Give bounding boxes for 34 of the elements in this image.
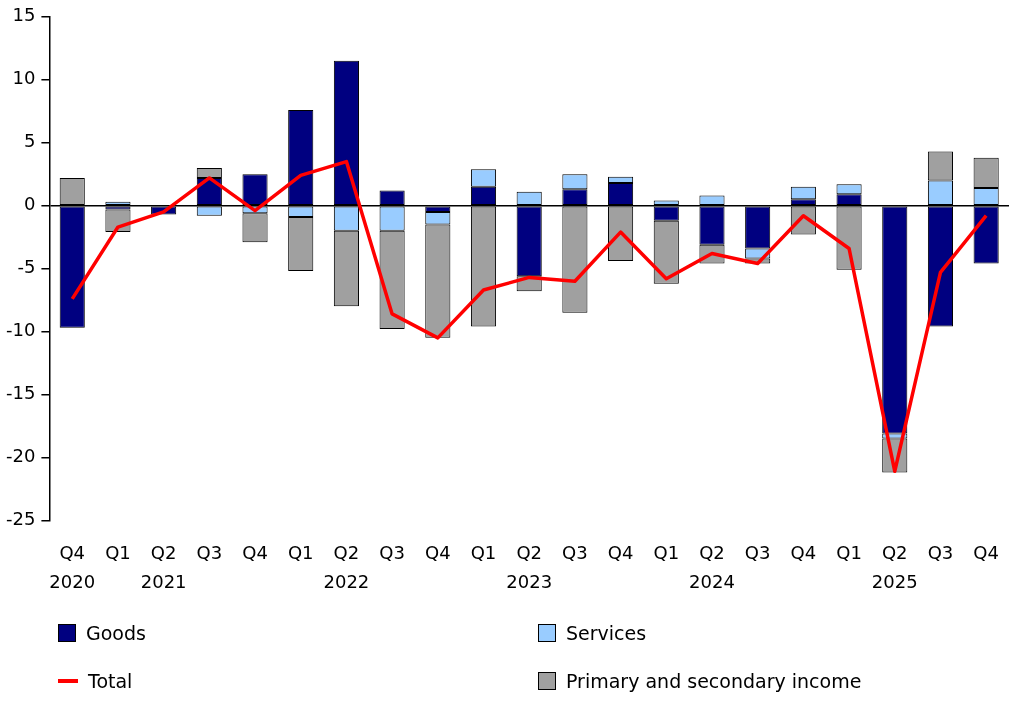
y-tick-label: 10 (12, 67, 36, 89)
x-tick-label: Q4 (790, 542, 817, 564)
x-tick-label: Q1 (287, 542, 314, 564)
x-tick-label: Q3 (196, 542, 223, 564)
x-tick-label: Q2 2022 (323, 542, 370, 593)
x-tick-label: Q2 2025 (871, 542, 918, 593)
y-tick-label: -5 (17, 256, 36, 278)
x-tick-label: Q4 (607, 542, 634, 564)
x-tick-label: Q1 (836, 542, 862, 564)
x-tick-label: Q2 2023 (506, 542, 553, 593)
y-tick-label: 5 (23, 130, 36, 152)
legend-label: Goods (86, 622, 146, 644)
x-tick-label: Q1 (470, 542, 497, 564)
legend-label: Services (566, 622, 647, 644)
x-tick-label: Q1 (653, 542, 680, 564)
x-tick-label: Q4 (973, 542, 999, 564)
y-tick-label: 15 (12, 4, 36, 26)
x-tick-label: Q4 2020 (49, 542, 96, 593)
y-tick-label: -15 (5, 382, 36, 404)
y-tick-label: -10 (5, 319, 36, 341)
x-tick-label: Q3 (379, 542, 405, 564)
y-tick-label: -25 (5, 508, 36, 530)
x-tick-label: Q3 (927, 542, 954, 564)
legend-label: Primary and secondary income (566, 670, 862, 692)
x-tick-label: Q2 2021 (140, 542, 187, 593)
x-tick-label: Q3 (744, 542, 771, 564)
x-tick-label: Q4 (425, 542, 451, 564)
y-tick-label: -20 (5, 445, 36, 467)
x-tick-label: Q4 (242, 542, 268, 564)
x-tick-label: Q2 2024 (689, 542, 735, 593)
legend-label: Total (88, 670, 133, 692)
x-tick-label: Q1 (105, 542, 131, 564)
y-tick-label: 0 (23, 193, 36, 215)
x-tick-label: Q3 (562, 542, 588, 564)
